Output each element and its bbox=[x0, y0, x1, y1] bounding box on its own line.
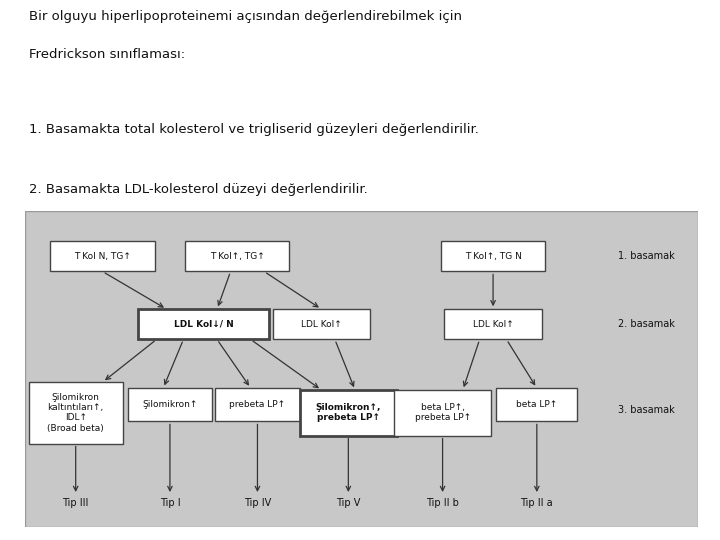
Text: LDL Kol↑: LDL Kol↑ bbox=[473, 320, 513, 329]
Bar bbox=[185, 241, 289, 272]
Bar bbox=[441, 241, 545, 272]
Text: LDL Kol↑: LDL Kol↑ bbox=[301, 320, 342, 329]
Text: 3. basamak: 3. basamak bbox=[618, 404, 675, 415]
Text: 3. Basamakta lipoprotein elektroforezi değerlendirilir.: 3. Basamakta lipoprotein elektroforezi d… bbox=[29, 242, 385, 255]
Text: 1. Basamakta total kolesterol ve trigliserid güzeyleri değerlendirilir.: 1. Basamakta total kolesterol ve triglis… bbox=[29, 123, 479, 136]
Text: Tip II a: Tip II a bbox=[521, 498, 553, 508]
Text: Fredrickson sınıflaması:: Fredrickson sınıflaması: bbox=[29, 48, 185, 61]
Bar bbox=[215, 388, 300, 421]
Text: Şilomikron↑: Şilomikron↑ bbox=[143, 400, 197, 409]
Text: prebeta LP↑: prebeta LP↑ bbox=[230, 400, 286, 409]
Text: Tip V: Tip V bbox=[336, 498, 361, 508]
Text: 2. Basamakta LDL-kolesterol düzeyi değerlendirilir.: 2. Basamakta LDL-kolesterol düzeyi değer… bbox=[29, 183, 367, 195]
Text: Tip II b: Tip II b bbox=[426, 498, 459, 508]
Text: beta LP↑: beta LP↑ bbox=[516, 400, 557, 409]
Text: T Kol N, TG↑: T Kol N, TG↑ bbox=[74, 252, 131, 261]
Bar bbox=[394, 390, 491, 436]
Bar bbox=[497, 388, 577, 421]
Bar bbox=[128, 388, 212, 421]
Bar bbox=[50, 241, 155, 272]
Text: Tip I: Tip I bbox=[160, 498, 180, 508]
Text: Şilomikron
kaltıntıları↑,
IDL↑
(Broad beta): Şilomikron kaltıntıları↑, IDL↑ (Broad be… bbox=[48, 393, 104, 433]
Text: 1. basamak: 1. basamak bbox=[618, 252, 675, 261]
Text: Şilomikron↑,
prebeta LP↑: Şilomikron↑, prebeta LP↑ bbox=[315, 403, 381, 422]
Text: 2. basamak: 2. basamak bbox=[618, 319, 675, 329]
Text: Bir olguyu hiperlipoproteinemi açısından değerlendirebilmek için: Bir olguyu hiperlipoproteinemi açısından… bbox=[29, 10, 462, 23]
Bar bbox=[273, 309, 370, 339]
Bar bbox=[444, 309, 542, 339]
Text: T Kol↑, TG↑: T Kol↑, TG↑ bbox=[210, 252, 265, 261]
Bar bbox=[29, 382, 123, 443]
Text: LDL Kol↓/ N: LDL Kol↓/ N bbox=[174, 320, 233, 329]
Text: beta LP↑,
prebeta LP↑: beta LP↑, prebeta LP↑ bbox=[415, 403, 471, 422]
Text: T Kol↑, TG N: T Kol↑, TG N bbox=[464, 252, 521, 261]
Bar bbox=[138, 309, 269, 339]
Bar bbox=[300, 390, 397, 436]
Text: Tip IV: Tip IV bbox=[244, 498, 271, 508]
Text: Tip III: Tip III bbox=[63, 498, 89, 508]
